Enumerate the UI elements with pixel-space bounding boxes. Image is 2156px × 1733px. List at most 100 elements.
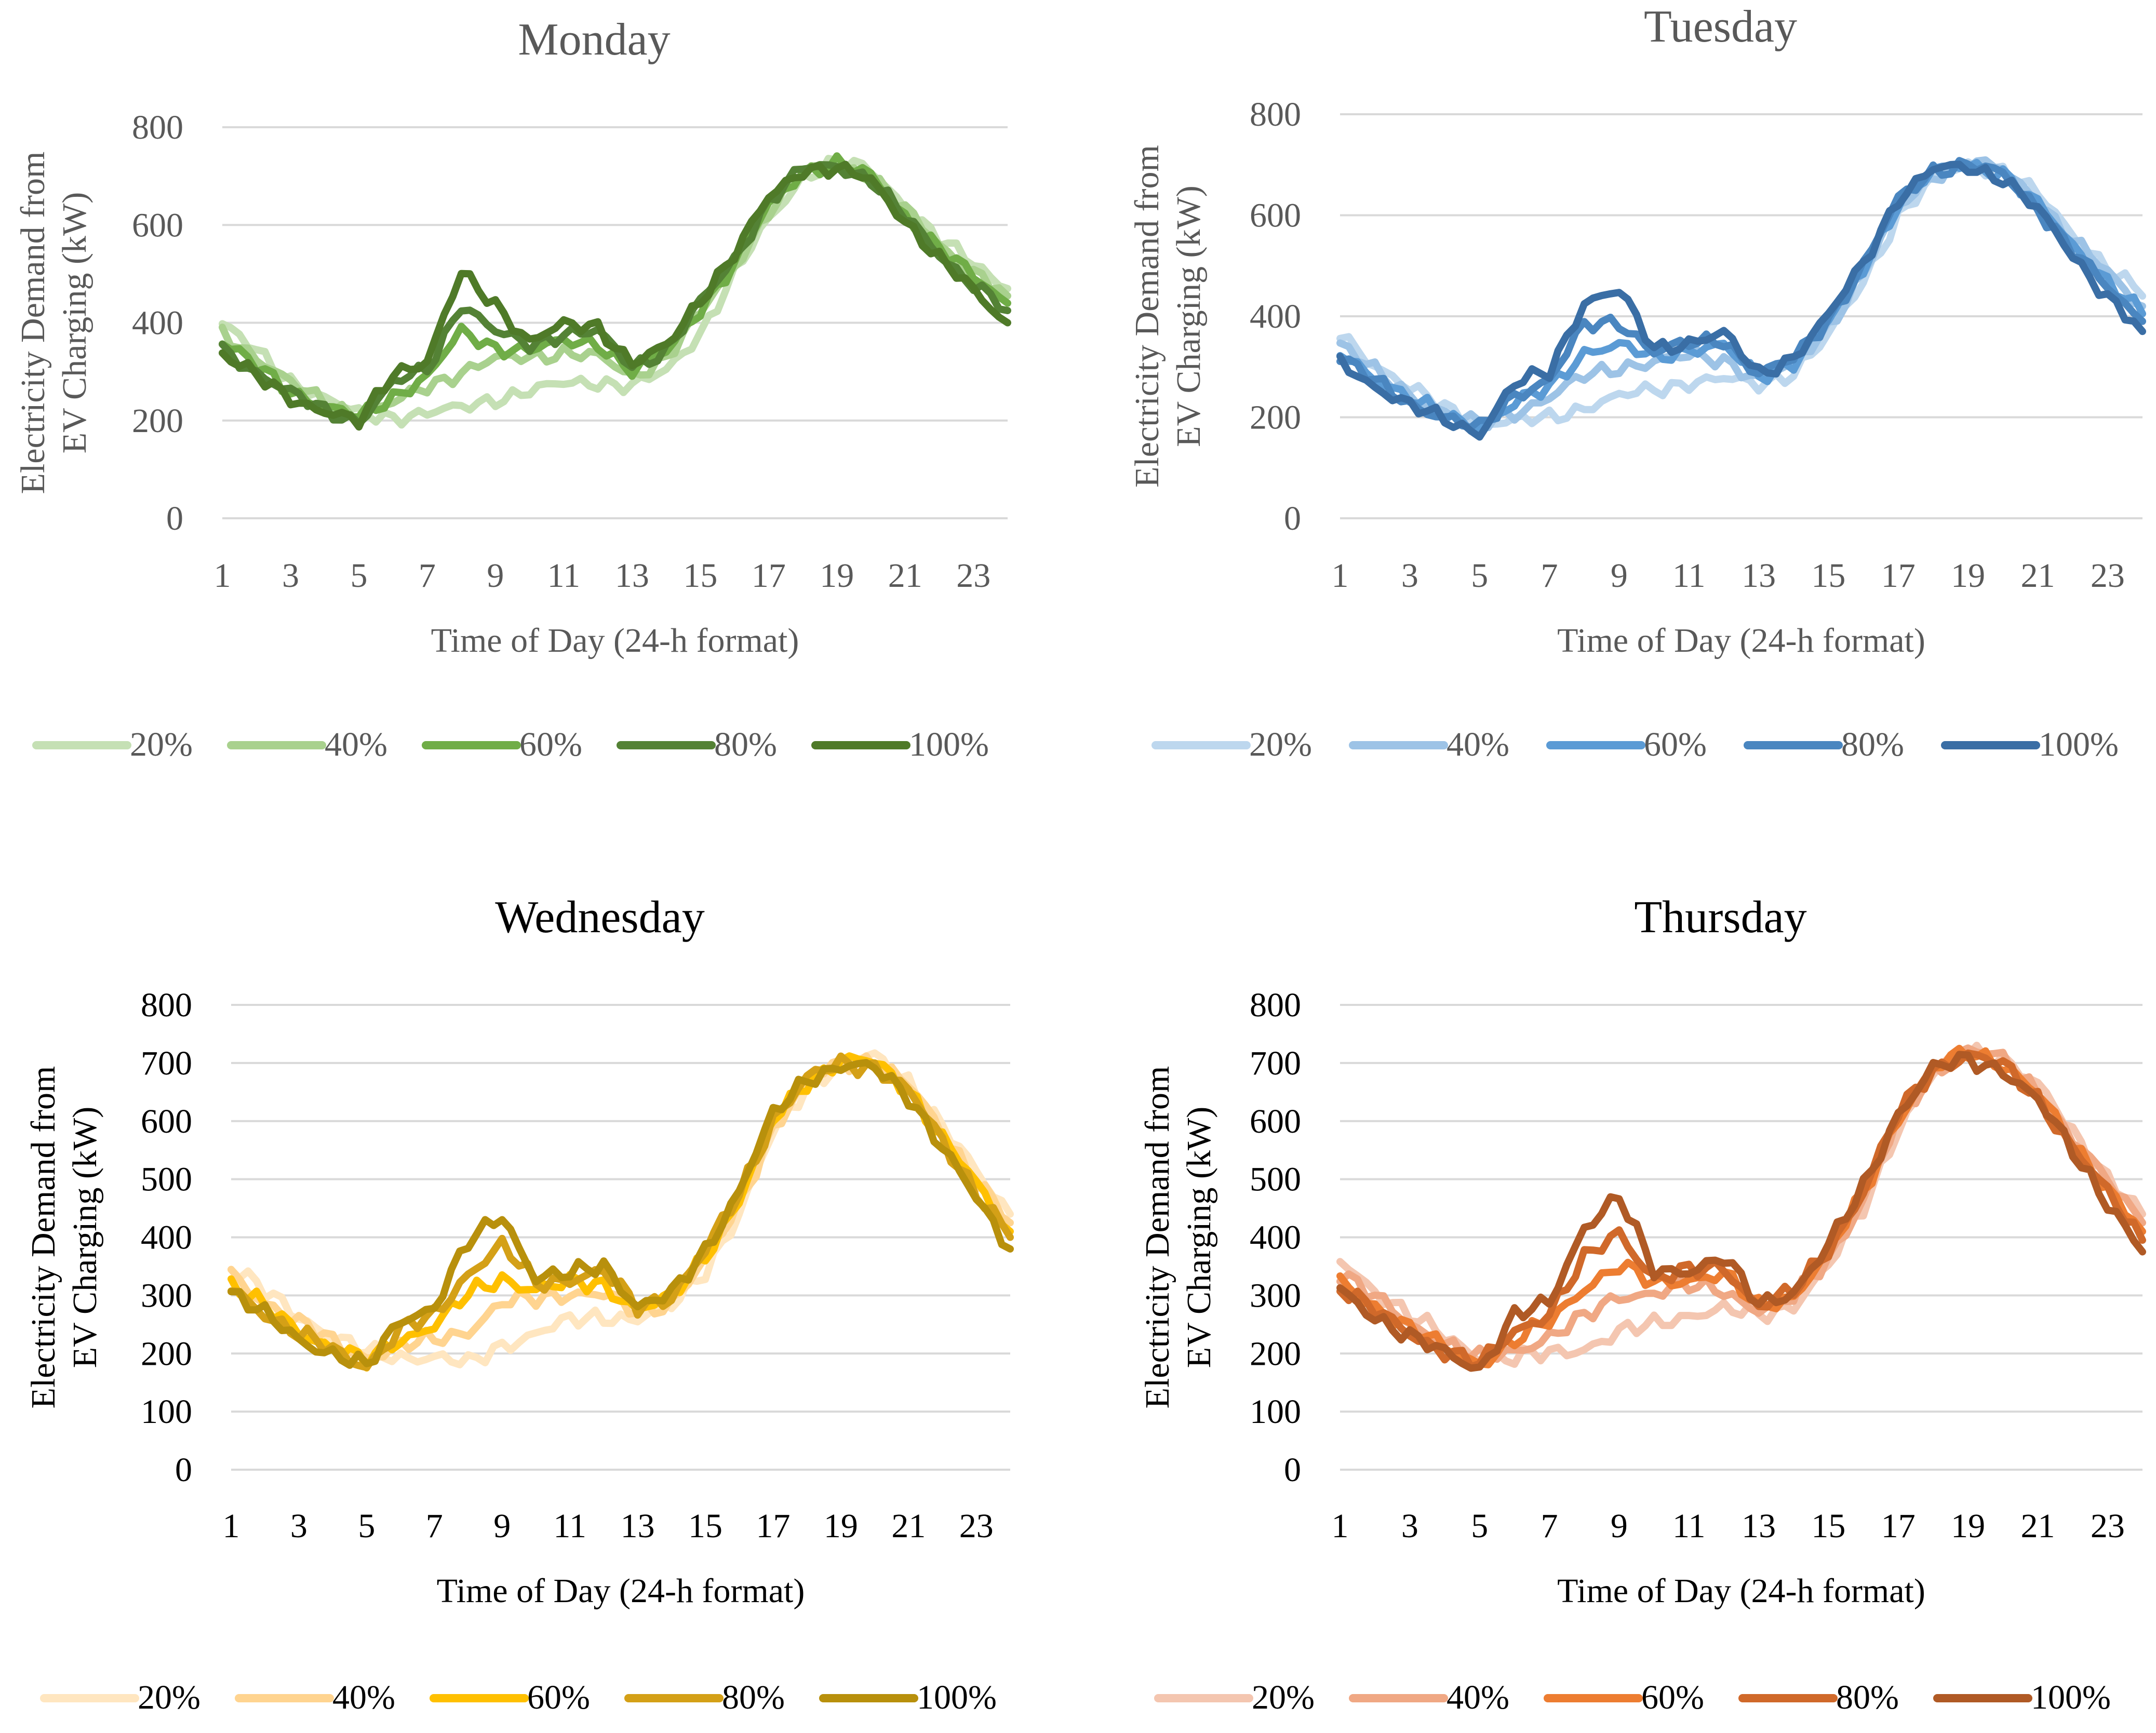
x-tick-label: 9 [1611, 557, 1628, 595]
x-tick-label: 19 [824, 1507, 858, 1545]
x-tick-label: 9 [1611, 1507, 1628, 1545]
y-tick-label: 600 [141, 1103, 192, 1140]
y-tick-label: 200 [132, 402, 183, 440]
y-tick-label: 600 [1250, 197, 1301, 235]
y-tick-label: 0 [1284, 1451, 1301, 1489]
y-tick-label: 200 [1250, 399, 1301, 437]
x-tick-label: 13 [615, 557, 649, 595]
x-tick-label: 11 [1672, 557, 1706, 595]
x-tick-label: 15 [683, 557, 717, 595]
x-tick-label: 17 [756, 1507, 790, 1545]
x-tick-label: 1 [214, 557, 231, 595]
y-tick-label: 400 [1250, 1219, 1301, 1257]
y-axis-title-line: Electricity Demand from [14, 152, 52, 494]
y-tick-label: 800 [1250, 986, 1301, 1024]
y-tick-label: 800 [141, 986, 192, 1024]
x-tick-label: 1 [223, 1507, 240, 1545]
y-axis-title-line: Electricity Demand from [1128, 145, 1166, 488]
x-tick-label: 9 [487, 557, 504, 595]
x-tick-label: 23 [2091, 557, 2125, 595]
series-line-60pct [227, 1052, 1014, 1372]
y-tick-label: 800 [1250, 96, 1301, 133]
y-tick-label: 0 [1284, 500, 1301, 538]
x-tick-label: 19 [820, 557, 854, 595]
x-tick-label: 15 [1811, 1507, 1845, 1545]
y-tick-label: 500 [141, 1161, 192, 1199]
y-tick-label: 0 [166, 500, 183, 538]
y-axis-title: Electricity Demand from EV Charging (kW) [24, 1066, 104, 1409]
x-tick-label: 21 [888, 557, 922, 595]
x-tick-label: 5 [358, 1507, 375, 1545]
y-tick-label: 0 [175, 1451, 192, 1489]
y-axis-title-line: Electricity Demand from [1139, 1066, 1176, 1409]
x-axis-title: Time of Day (24-h format) [431, 622, 799, 660]
x-tick-label: 1 [1332, 1507, 1349, 1545]
x-tick-label: 19 [1951, 557, 1985, 595]
x-tick-label: 3 [290, 1507, 307, 1545]
x-tick-label: 7 [1541, 557, 1558, 595]
y-tick-label: 300 [141, 1277, 192, 1314]
legend-label: 100% [2031, 1678, 2111, 1716]
x-tick-label: 15 [1811, 557, 1845, 595]
y-axis-title: Electricity Demand from EV Charging (kW) [1128, 145, 1208, 488]
series-line-20pct [227, 1049, 1014, 1368]
y-tick-label: 300 [1250, 1277, 1301, 1314]
x-tick-label: 11 [1672, 1507, 1706, 1545]
x-tick-label: 21 [2020, 1507, 2055, 1545]
legend-label: 40% [1447, 1678, 1509, 1716]
chart-title: Thursday [1634, 892, 1806, 943]
x-tick-label: 23 [2091, 1507, 2125, 1545]
x-tick-label: 23 [956, 557, 990, 595]
y-axis-title-line: EV Charging (kW) [56, 192, 93, 453]
y-tick-label: 200 [141, 1335, 192, 1373]
x-tick-label: 5 [350, 557, 367, 595]
x-tick-label: 9 [493, 1507, 511, 1545]
x-tick-label: 3 [1401, 1507, 1418, 1545]
x-tick-label: 17 [1881, 1507, 1916, 1545]
legend-label: 100% [2039, 726, 2119, 763]
y-axis-title-line: EV Charging (kW) [1170, 185, 1208, 447]
x-tick-label: 17 [1881, 557, 1916, 595]
x-tick-label: 13 [1742, 557, 1776, 595]
chart-title: Monday [518, 15, 670, 65]
y-tick-label: 700 [1250, 1044, 1301, 1082]
x-tick-label: 15 [688, 1507, 722, 1545]
x-tick-label: 21 [2020, 557, 2055, 595]
legend-label: 80% [1836, 1678, 1899, 1716]
x-tick-label: 1 [1332, 557, 1349, 595]
series-line-100pct [1336, 160, 2146, 441]
series-line-100pct [219, 160, 1011, 431]
x-tick-label: 13 [621, 1507, 655, 1545]
y-axis-title: Electricity Demand from EV Charging (kW) [14, 152, 93, 494]
x-axis-title: Time of Day (24-h format) [1557, 1572, 1925, 1610]
y-axis-title-line: Electricity Demand from [24, 1066, 62, 1409]
x-axis-title: Time of Day (24-h format) [1557, 622, 1925, 660]
y-tick-label: 100 [141, 1393, 192, 1431]
legend-label: 80% [1841, 726, 1904, 763]
legend-label: 40% [1447, 726, 1509, 763]
y-tick-label: 400 [132, 304, 183, 342]
y-tick-label: 600 [1250, 1103, 1301, 1140]
y-axis-title-line: EV Charging (kW) [1180, 1107, 1218, 1368]
legend-label: 20% [1252, 1678, 1315, 1716]
chart-title: Wednesday [495, 892, 704, 943]
x-tick-label: 7 [419, 557, 436, 595]
series-line-60pct [1336, 1044, 2146, 1368]
x-axis-title: Time of Day (24-h format) [437, 1572, 805, 1610]
series-line-80pct [1336, 1049, 2146, 1371]
x-tick-label: 3 [1401, 557, 1418, 595]
series-line-60pct [1336, 159, 2146, 435]
y-tick-label: 200 [1250, 1335, 1301, 1373]
y-tick-label: 700 [141, 1044, 192, 1082]
y-axis-title: Electricity Demand from EV Charging (kW) [1139, 1066, 1218, 1409]
x-tick-label: 23 [959, 1507, 994, 1545]
y-tick-label: 500 [1250, 1161, 1301, 1199]
x-tick-label: 5 [1471, 1507, 1488, 1545]
x-tick-label: 21 [891, 1507, 926, 1545]
legend-label: 60% [1644, 726, 1707, 763]
